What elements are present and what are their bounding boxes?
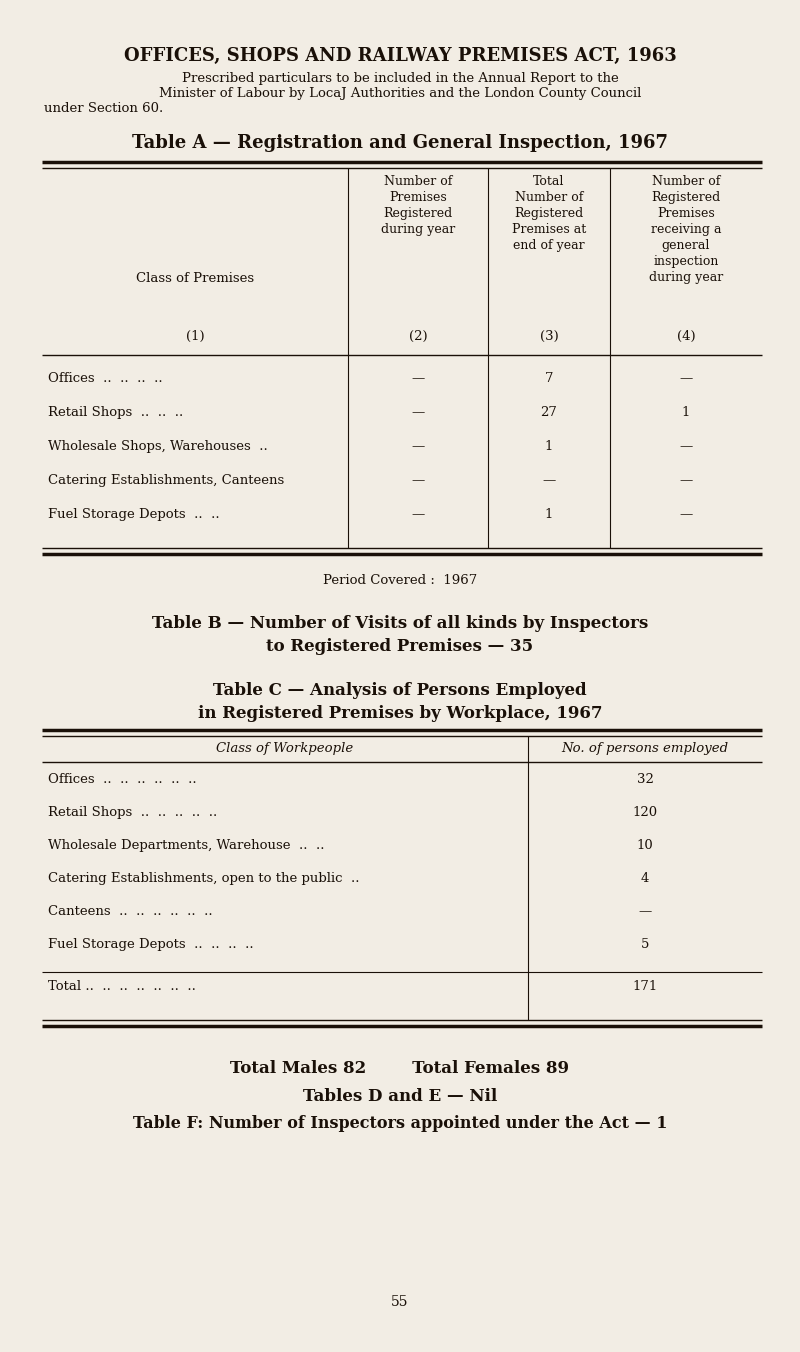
Text: Class of Premises: Class of Premises [136, 272, 254, 285]
Text: Catering Establishments, Canteens: Catering Establishments, Canteens [48, 475, 284, 487]
Text: Retail Shops  ..  ..  ..: Retail Shops .. .. .. [48, 406, 183, 419]
Text: 171: 171 [632, 980, 658, 992]
Text: Offices  ..  ..  ..  ..: Offices .. .. .. .. [48, 372, 162, 385]
Text: 27: 27 [541, 406, 558, 419]
Text: No. of persons employed: No. of persons employed [562, 742, 729, 754]
Text: —: — [679, 372, 693, 385]
Text: Total ..  ..  ..  ..  ..  ..  ..: Total .. .. .. .. .. .. .. [48, 980, 196, 992]
Text: Canteens  ..  ..  ..  ..  ..  ..: Canteens .. .. .. .. .. .. [48, 904, 213, 918]
Text: 1: 1 [682, 406, 690, 419]
Text: Minister of Labour by LocaJ Authorities and the London County Council: Minister of Labour by LocaJ Authorities … [159, 87, 641, 100]
Text: 10: 10 [637, 840, 654, 852]
Text: under Section 60.: under Section 60. [44, 101, 163, 115]
Text: 1: 1 [545, 508, 553, 521]
Text: Fuel Storage Depots  ..  ..  ..  ..: Fuel Storage Depots .. .. .. .. [48, 938, 254, 950]
Text: Fuel Storage Depots  ..  ..: Fuel Storage Depots .. .. [48, 508, 220, 521]
Text: (1): (1) [186, 330, 204, 343]
Text: 1: 1 [545, 439, 553, 453]
Text: Table F: Number of Inspectors appointed under the Act — 1: Table F: Number of Inspectors appointed … [133, 1115, 667, 1132]
Text: Total Males 82        Total Females 89: Total Males 82 Total Females 89 [230, 1060, 570, 1078]
Text: (2): (2) [409, 330, 427, 343]
Text: to Registered Premises — 35: to Registered Premises — 35 [266, 638, 534, 654]
Text: Prescribed particulars to be included in the Annual Report to the: Prescribed particulars to be included in… [182, 72, 618, 85]
Text: Class of Workpeople: Class of Workpeople [216, 742, 354, 754]
Text: Table C — Analysis of Persons Employed: Table C — Analysis of Persons Employed [213, 681, 587, 699]
Text: Total
Number of
Registered
Premises at
end of year: Total Number of Registered Premises at e… [512, 174, 586, 251]
Text: Tables D and E — Nil: Tables D and E — Nil [303, 1088, 497, 1105]
Text: —: — [679, 475, 693, 487]
Text: —: — [411, 475, 425, 487]
Text: —: — [679, 508, 693, 521]
Text: 120: 120 [633, 806, 658, 819]
Text: Wholesale Departments, Warehouse  ..  ..: Wholesale Departments, Warehouse .. .. [48, 840, 325, 852]
Text: (4): (4) [677, 330, 695, 343]
Text: 7: 7 [545, 372, 554, 385]
Text: Wholesale Shops, Warehouses  ..: Wholesale Shops, Warehouses .. [48, 439, 268, 453]
Text: Table A — Registration and General Inspection, 1967: Table A — Registration and General Inspe… [132, 134, 668, 151]
Text: Catering Establishments, open to the public  ..: Catering Establishments, open to the pub… [48, 872, 359, 886]
Text: 5: 5 [641, 938, 649, 950]
Text: Retail Shops  ..  ..  ..  ..  ..: Retail Shops .. .. .. .. .. [48, 806, 218, 819]
Text: in Registered Premises by Workplace, 1967: in Registered Premises by Workplace, 196… [198, 704, 602, 722]
Text: —: — [411, 439, 425, 453]
Text: Period Covered :  1967: Period Covered : 1967 [323, 575, 477, 587]
Text: Number of
Premises
Registered
during year: Number of Premises Registered during yea… [381, 174, 455, 237]
Text: Table B — Number of Visits of all kinds by Inspectors: Table B — Number of Visits of all kinds … [152, 615, 648, 631]
Text: 4: 4 [641, 872, 649, 886]
Text: —: — [638, 904, 652, 918]
Text: —: — [679, 439, 693, 453]
Text: —: — [542, 475, 556, 487]
Text: Number of
Registered
Premises
receiving a
general
inspection
during year: Number of Registered Premises receiving … [649, 174, 723, 284]
Text: 32: 32 [637, 773, 654, 786]
Text: Offices  ..  ..  ..  ..  ..  ..: Offices .. .. .. .. .. .. [48, 773, 197, 786]
Text: —: — [411, 508, 425, 521]
Text: —: — [411, 406, 425, 419]
Text: (3): (3) [540, 330, 558, 343]
Text: —: — [411, 372, 425, 385]
Text: 55: 55 [391, 1295, 409, 1309]
Text: OFFICES, SHOPS AND RAILWAY PREMISES ACT, 1963: OFFICES, SHOPS AND RAILWAY PREMISES ACT,… [124, 47, 676, 65]
